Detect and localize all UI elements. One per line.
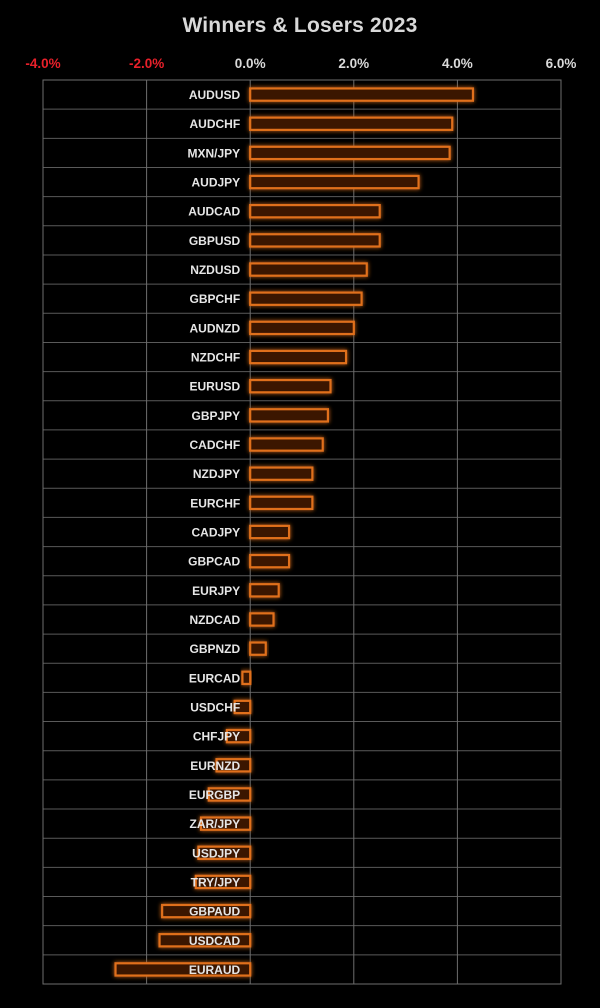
bar bbox=[249, 495, 314, 511]
category-label: EURCAD bbox=[189, 671, 241, 685]
bar bbox=[215, 758, 252, 773]
category-label: TRY/JPY bbox=[191, 875, 241, 889]
x-tick-label: -4.0% bbox=[25, 56, 60, 71]
category-label: GBPCHF bbox=[190, 292, 241, 306]
bar bbox=[249, 204, 381, 219]
chart-title: Winners & Losers 2023 bbox=[182, 14, 418, 37]
bar bbox=[207, 787, 252, 802]
category-label: NZDCHF bbox=[191, 351, 240, 365]
category-label: CADCHF bbox=[190, 438, 241, 452]
x-tick-label: 2.0% bbox=[338, 56, 369, 71]
category-label: GBPUSD bbox=[189, 234, 241, 248]
bar bbox=[249, 612, 275, 627]
x-tick-label: -2.0% bbox=[129, 56, 164, 71]
category-label: NZDUSD bbox=[190, 263, 240, 277]
x-tick-label: 6.0% bbox=[546, 56, 577, 71]
category-labels: AUDUSD AUDCHF MXN/JPY AUDJPY AUDCAD GBPUSD NZD… bbox=[188, 88, 241, 977]
bar bbox=[249, 553, 291, 569]
category-label: AUDJPY bbox=[192, 176, 241, 190]
bar bbox=[249, 320, 355, 336]
bar bbox=[197, 845, 252, 860]
category-label: GBPCAD bbox=[188, 555, 240, 569]
category-label: USDJPY bbox=[192, 846, 240, 860]
bar bbox=[241, 670, 252, 686]
bar bbox=[225, 728, 252, 744]
bar bbox=[249, 233, 381, 248]
category-label: CHFJPY bbox=[193, 730, 240, 744]
x-tick-label: 4.0% bbox=[442, 56, 473, 71]
x-axis-ticks: -4.0% -2.0% 0.0% 2.0% 4.0% 6.0% bbox=[25, 56, 576, 71]
category-label: GBPAUD bbox=[189, 905, 240, 919]
bar bbox=[249, 174, 420, 190]
bar bbox=[249, 524, 291, 540]
bar bbox=[249, 349, 348, 365]
category-label: USDCHF bbox=[190, 700, 240, 714]
category-label: NZDCAD bbox=[190, 613, 241, 627]
category-label: EURGBP bbox=[189, 788, 240, 802]
bars bbox=[114, 87, 475, 977]
bar bbox=[199, 816, 252, 831]
category-label: EURCHF bbox=[190, 496, 240, 510]
category-label: AUDCAD bbox=[188, 205, 240, 219]
bar bbox=[249, 437, 324, 452]
bar bbox=[249, 466, 314, 481]
bar bbox=[249, 262, 368, 277]
bar bbox=[249, 583, 280, 598]
bar bbox=[249, 378, 332, 394]
category-label: AUDUSD bbox=[189, 88, 241, 102]
category-label: AUDNZD bbox=[190, 321, 241, 335]
bar bbox=[194, 874, 252, 890]
category-label: GBPNZD bbox=[190, 642, 241, 656]
bar bbox=[249, 145, 451, 161]
x-tick-label: 0.0% bbox=[235, 56, 266, 71]
bar bbox=[114, 962, 252, 977]
category-label: GBPJPY bbox=[192, 409, 241, 423]
category-label: EURNZD bbox=[190, 759, 240, 773]
category-label: NZDJPY bbox=[193, 467, 240, 481]
bar bbox=[158, 933, 252, 948]
category-label: EURAUD bbox=[189, 963, 241, 977]
category-label: CADJPY bbox=[192, 526, 241, 540]
category-label: EURUSD bbox=[190, 380, 241, 394]
bar bbox=[249, 408, 329, 423]
category-label: EURJPY bbox=[192, 584, 240, 598]
bar bbox=[161, 903, 252, 919]
category-label: AUDCHF bbox=[190, 117, 241, 131]
bar bbox=[249, 641, 267, 656]
category-label: MXN/JPY bbox=[188, 146, 241, 160]
bar bbox=[233, 699, 252, 715]
category-label: ZAR/JPY bbox=[190, 817, 241, 831]
bar bbox=[249, 87, 475, 102]
bar bbox=[249, 291, 363, 306]
bar bbox=[249, 116, 454, 131]
grid bbox=[42, 79, 562, 985]
category-label: USDCAD bbox=[189, 934, 241, 948]
